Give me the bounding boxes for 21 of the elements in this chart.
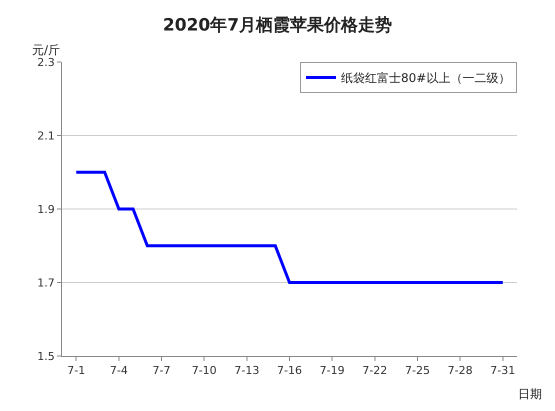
- y-tick-label: 1.5: [37, 350, 55, 363]
- x-tick-label: 7-25: [404, 364, 430, 378]
- line-series: [74, 170, 504, 284]
- x-tick-label: 7-31: [490, 364, 516, 378]
- x-tick-label: 7-13: [234, 364, 260, 378]
- x-tick-label: 7-7: [152, 364, 171, 378]
- y-tick-label: 1.9: [37, 202, 55, 216]
- y-tick-label: 1.7: [37, 276, 55, 290]
- x-tick-label: 7-22: [362, 364, 388, 378]
- x-axis-title: 日期: [518, 387, 542, 401]
- x-tick-label: 7-28: [448, 364, 473, 378]
- x-tick-label: 7-19: [320, 364, 345, 378]
- x-tick-label: 7-10: [192, 364, 217, 378]
- x-tick-label: 7-4: [110, 364, 128, 378]
- legend-label: 纸袋红富士80#以上（一二级）: [341, 71, 510, 86]
- y-tick-label: 2.3: [37, 56, 55, 69]
- chart-title: 2020年7月栖霞苹果价格走势: [162, 15, 392, 36]
- y-axis-title: 元/斤: [32, 43, 60, 57]
- x-tick-label: 7-1: [67, 364, 86, 378]
- y-tick-label: 2.1: [37, 129, 55, 142]
- x-tick-label: 7-16: [277, 364, 302, 378]
